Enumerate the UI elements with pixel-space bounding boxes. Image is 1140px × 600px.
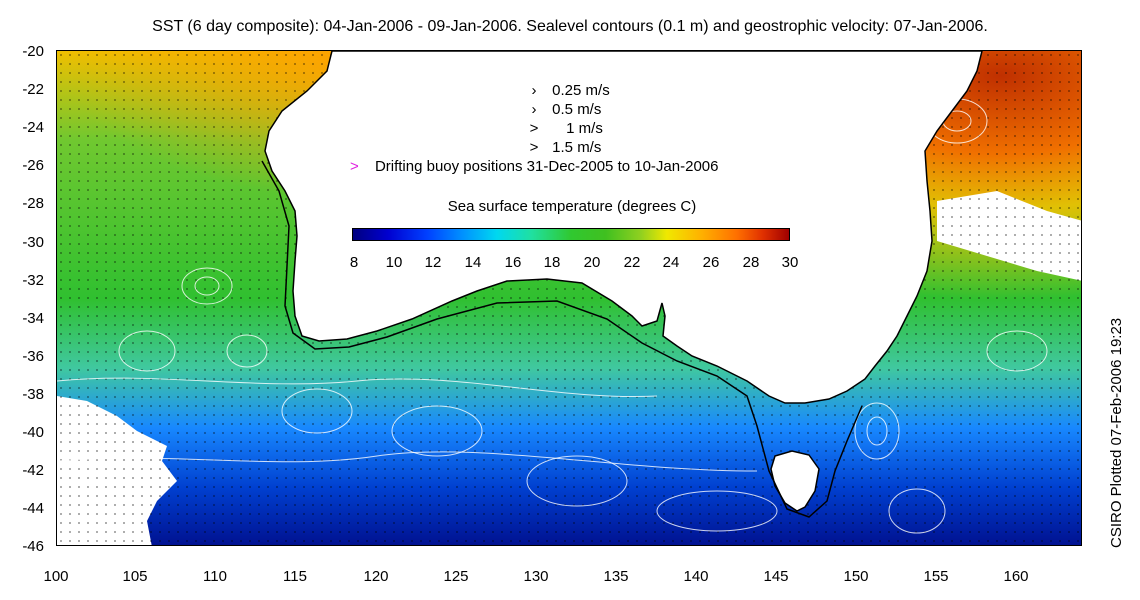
- colorbar-title: Sea surface temperature (degrees C): [447, 198, 697, 215]
- velocity-legend-item: › 0.25 m/s: [520, 82, 610, 99]
- vector-arrow-icon: ›: [531, 82, 537, 99]
- colorbar-tick: 20: [583, 254, 601, 271]
- buoy-legend: > Drifting buoy positions 31-Dec-2005 to…: [350, 158, 718, 175]
- colorbar: [352, 228, 790, 241]
- y-tick-label: -22: [22, 81, 44, 98]
- colorbar-tick: 18: [543, 254, 561, 271]
- colorbar-tick: 28: [742, 254, 760, 271]
- y-tick-label: -24: [22, 119, 44, 136]
- colorbar-tick: 30: [781, 254, 799, 271]
- x-tick-label: 115: [283, 568, 307, 585]
- velocity-legend-label: 1 m/s: [566, 120, 603, 137]
- velocity-legend-item: > 1 m/s: [520, 120, 603, 137]
- velocity-legend-label: 0.5 m/s: [552, 101, 602, 118]
- y-tick-label: -36: [22, 348, 44, 365]
- australia-landmass: [264, 51, 983, 404]
- x-tick-label: 100: [43, 568, 69, 585]
- colorbar-tick: 16: [504, 254, 522, 271]
- vector-arrow-icon: >: [529, 120, 539, 137]
- buoy-legend-label: Drifting buoy positions 31-Dec-2005 to 1…: [374, 158, 719, 175]
- continental-shelf-break: [261, 160, 863, 518]
- x-tick-label: 130: [523, 568, 549, 585]
- buoy-marker-icon: >: [350, 158, 359, 175]
- x-tick-label: 155: [923, 568, 949, 585]
- y-tick-label: -44: [22, 500, 44, 517]
- colorbar-tick: 8: [349, 254, 359, 271]
- x-tick-label: 125: [443, 568, 469, 585]
- colorbar-tick: 14: [464, 254, 482, 271]
- vector-arrow-icon: ›: [531, 101, 537, 118]
- x-tick-label: 105: [122, 568, 148, 585]
- vector-arrow-icon: >: [529, 139, 539, 156]
- x-tick-label: 135: [603, 568, 629, 585]
- y-tick-label: -28: [22, 195, 44, 212]
- colorbar-tick: 10: [385, 254, 403, 271]
- y-tick-label: -20: [22, 43, 44, 60]
- velocity-legend-label: 1.5 m/s: [552, 139, 602, 156]
- sst-map[interactable]: [56, 50, 1082, 546]
- sst-map-graphic: [57, 51, 1081, 545]
- colorbar-tick: 22: [623, 254, 641, 271]
- y-tick-label: -26: [22, 157, 44, 174]
- y-tick-label: -30: [22, 234, 44, 251]
- x-tick-label: 160: [1003, 568, 1029, 585]
- colorbar-tick: 26: [702, 254, 720, 271]
- colorbar-tick: 24: [662, 254, 680, 271]
- map-title: SST (6 day composite): 04-Jan-2006 - 09-…: [152, 18, 988, 35]
- y-tick-label: -46: [22, 538, 44, 555]
- x-tick-label: 120: [363, 568, 389, 585]
- y-tick-label: -40: [22, 424, 44, 441]
- x-tick-label: 140: [683, 568, 709, 585]
- x-tick-label: 110: [203, 568, 227, 585]
- colorbar-tick: 12: [424, 254, 442, 271]
- x-tick-label: 150: [843, 568, 869, 585]
- x-tick-label: 145: [763, 568, 789, 585]
- velocity-legend-item: › 0.5 m/s: [520, 101, 602, 118]
- y-tick-label: -42: [22, 462, 44, 479]
- velocity-legend-label: 0.25 m/s: [552, 82, 610, 99]
- y-tick-label: -34: [22, 310, 44, 327]
- y-tick-label: -32: [22, 272, 44, 289]
- plot-credit: CSIRO Plotted 07-Feb-2006 19:23: [1108, 317, 1125, 548]
- velocity-legend-item: > 1.5 m/s: [520, 139, 602, 156]
- y-tick-label: -38: [22, 386, 44, 403]
